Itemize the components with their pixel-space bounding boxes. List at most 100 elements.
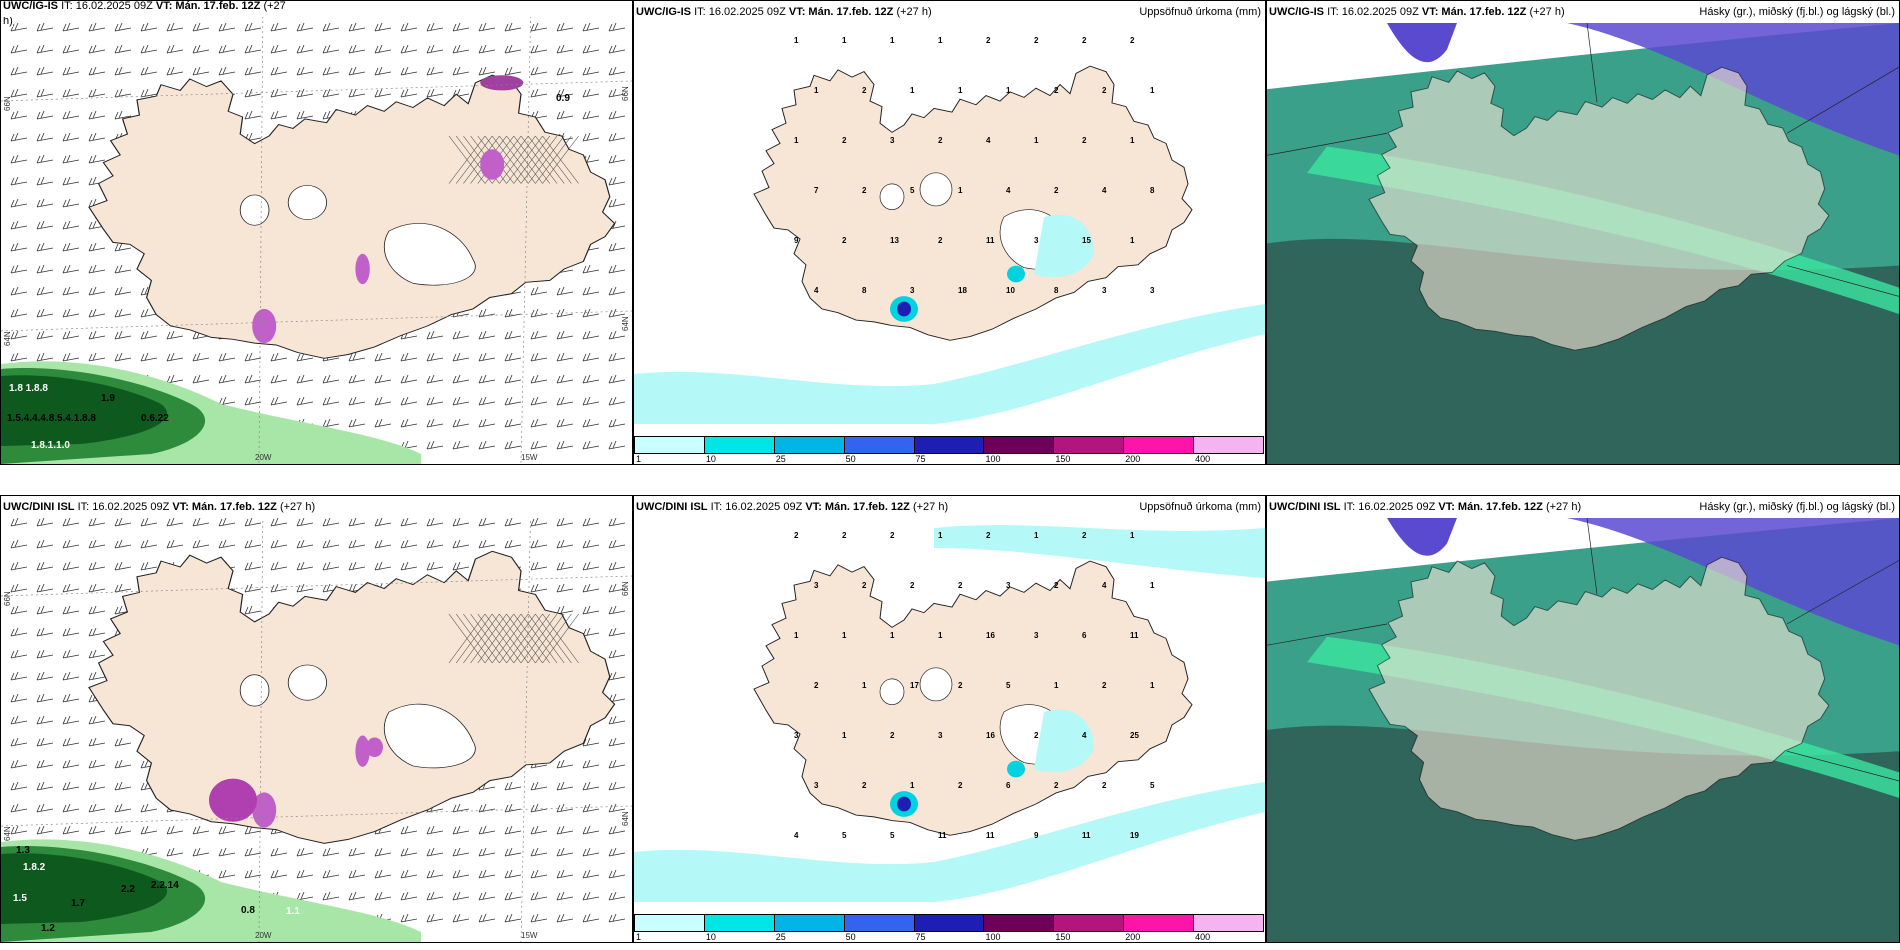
precip-label: 4 <box>1102 581 1107 590</box>
lead-time: (+27 <box>260 0 286 12</box>
precip-label: 2 <box>1034 36 1039 45</box>
precip-map: 2 2 2 1 2 1 2 13 2 2 2 3 2 4 11 1 1 1 16 3 6 112 1 17 2 5 1 2 13 1 2 3 1… <box>634 525 1265 902</box>
precip-label: 1 <box>1034 531 1039 540</box>
precip-label: 3 <box>1034 631 1039 640</box>
init-time: IT: 16.02.2025 09Z <box>710 501 806 513</box>
panel-wind-top: UWC/IG-IS IT: 16.02.2025 09Z VT: Mán. 17… <box>0 0 633 465</box>
field-title: Uppsöfnuð úrkoma (mm) <box>1139 501 1261 513</box>
wind-value: 1.5 <box>13 893 27 904</box>
precip-label: 2 <box>1054 186 1059 195</box>
colorbar-label: 10 <box>705 454 716 464</box>
model-name: UWC/IG-IS <box>1269 6 1324 18</box>
colorbar-label: 1 <box>636 932 642 942</box>
iceland-land <box>753 560 1193 836</box>
iceland-land <box>1368 66 1830 351</box>
model-name: UWC/IG-IS <box>636 6 691 18</box>
lat-label-64n-right: 64N <box>621 316 630 331</box>
wind-value: 1.9 <box>101 393 115 404</box>
lead-time: (+27 h) <box>276 501 316 513</box>
init-time: IT: 16.02.2025 09Z <box>694 6 789 18</box>
precip-colorbar: 1 10 25 50 75 100 150 200 400 <box>634 434 1265 464</box>
valid-time: VT: Mán. 17.feb. 12Z <box>788 6 894 18</box>
colorbar-swatch <box>1193 914 1264 932</box>
init-time: IT: 16.02.2025 09Z <box>1327 6 1422 18</box>
precip-area-light <box>934 525 1265 578</box>
precip-label: 1 <box>1130 236 1135 245</box>
precip-area-mid <box>1007 760 1025 778</box>
lead-time: (+27 h) <box>1542 501 1582 513</box>
precip-label: 3 <box>814 581 819 590</box>
glacier <box>287 185 328 220</box>
precip-label: 2 <box>890 731 895 740</box>
colorbar-label: 200 <box>1125 932 1141 942</box>
panel-header: UWC/IG-IS IT: 16.02.2025 09Z VT: Mán. 17… <box>1 0 632 17</box>
lat-label-66n-right: 66N <box>621 581 630 596</box>
iceland-land <box>88 74 616 359</box>
precip-label: 2 <box>1130 36 1135 45</box>
precip-label: 9 <box>1034 831 1039 840</box>
valid-time: VT: Mán. 17.feb. 12Z <box>1421 6 1527 18</box>
lead-time-cont: h) <box>3 15 13 27</box>
precip-label: 2 <box>794 531 799 540</box>
iceland-land <box>88 550 616 844</box>
precip-label: 3 <box>890 136 895 145</box>
precip-area-light <box>634 304 1265 424</box>
panel-cloud-bottom: UWC/DINI ISL IT: 16.02.2025 09Z VT: Mán.… <box>1266 495 1900 943</box>
precip-map: 1 1 1 1 2 2 2 21 2 1 1 1 2 2 11 2 3 2 4 1 2 17 2 5 1 4 2 4 89 2 13 2 11 3… <box>634 36 1265 424</box>
precip-label: 8 <box>862 286 867 295</box>
precip-label: 1 <box>862 681 867 690</box>
panel-header: UWC/DINI ISL IT: 16.02.2025 09Z VT: Mán.… <box>1 496 632 518</box>
precip-label: 11 <box>986 236 995 245</box>
panel-precip-top: UWC/IG-IS IT: 16.02.2025 09Z VT: Mán. 17… <box>633 0 1266 465</box>
precip-label: 6 <box>1006 781 1011 790</box>
precip-label: 17 <box>910 681 919 690</box>
precip-label: 1 <box>1130 136 1135 145</box>
precip-label: 2 <box>890 531 895 540</box>
field-title: Hásky (gr.), miðský (fj.bl.) og lágský (… <box>1699 501 1895 513</box>
wind-value: 1.2 <box>41 923 55 934</box>
colorbar-swatch <box>703 914 775 932</box>
glacier <box>919 667 953 702</box>
precip-label: 5 <box>1006 681 1011 690</box>
magenta-blob <box>252 792 277 828</box>
colorbar-label: 75 <box>915 932 926 942</box>
iceland-land <box>753 65 1193 341</box>
magenta-blob <box>355 253 370 285</box>
precip-label: 3 <box>814 781 819 790</box>
run-info: UWC/IG-IS IT: 16.02.2025 09Z VT: Mán. 17… <box>1269 1 1565 23</box>
colorbar-swatch <box>1193 436 1264 454</box>
panel-cloud-top: UWC/IG-IS IT: 16.02.2025 09Z VT: Mán. 17… <box>1266 0 1900 465</box>
wind-value: 1.8.2 <box>23 862 46 873</box>
wind-value: 0.9 <box>556 93 570 104</box>
panel-header: UWC/IG-IS IT: 16.02.2025 09Z VT: Mán. 17… <box>634 1 1265 23</box>
precip-area-heavy <box>897 796 911 812</box>
colorbar-swatch <box>703 436 775 454</box>
precip-area-light <box>1034 214 1094 278</box>
lon-label-15w: 15W <box>521 453 538 462</box>
precip-label: 1 <box>1034 136 1039 145</box>
precip-label: 2 <box>862 86 867 95</box>
colorbar-swatch <box>1053 914 1125 932</box>
lat-label-64n-right: 64N <box>621 811 630 826</box>
precip-label: 2 <box>1054 581 1059 590</box>
graticule <box>1267 518 1899 782</box>
graticule <box>1 496 632 942</box>
magenta-blob <box>480 75 524 91</box>
precip-label: 4 <box>1006 186 1011 195</box>
run-info: UWC/DINI ISL IT: 16.02.2025 09Z VT: Mán.… <box>1269 496 1581 518</box>
precip-label: 11 <box>986 831 995 840</box>
field-title: Uppsöfnuð úrkoma (mm) <box>1139 6 1261 18</box>
glacier <box>239 674 270 707</box>
precip-label: 5 <box>842 831 847 840</box>
precip-label: 5 <box>890 831 895 840</box>
glacier <box>879 678 905 705</box>
precip-label: 2 <box>862 581 867 590</box>
colorbar-swatch <box>1123 914 1195 932</box>
wind-map: 20W 15W 66N 64N 66N 64N 1.3 1.8.2 2.2 2.2.14 1.5 1.… <box>1 496 632 942</box>
colorbar-label: 75 <box>915 454 926 464</box>
colorbar-label: 25 <box>775 454 786 464</box>
precip-label: 16 <box>986 631 995 640</box>
wind-value: 1.1 <box>286 906 300 917</box>
colorbar-label: 1 <box>636 454 642 464</box>
precip-label: 18 <box>958 286 967 295</box>
